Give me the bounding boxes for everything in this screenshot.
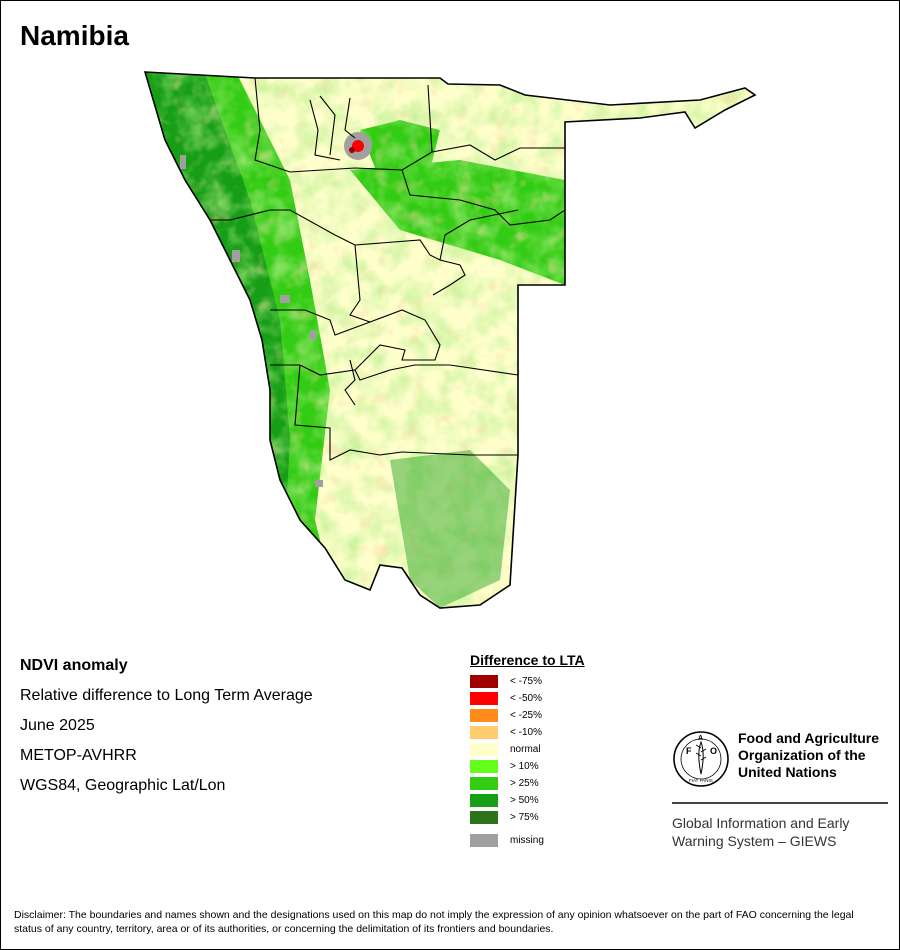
legend-label: > 25% (510, 778, 539, 789)
legend-label: > 10% (510, 761, 539, 772)
legend-item: > 75% (470, 809, 585, 826)
legend-label-missing: missing (510, 835, 544, 846)
legend-swatch-missing (470, 834, 498, 847)
legend-swatch (470, 760, 498, 773)
legend-swatch (470, 726, 498, 739)
legend-label: < -75% (510, 676, 542, 687)
legend-label: < -10% (510, 727, 542, 738)
emblem-letter-o: O (710, 746, 717, 756)
legend-title: Difference to LTA (470, 652, 585, 668)
fao-emblem-icon: F A O FIAT PANIS (673, 731, 729, 787)
legend-item: < -25% (470, 707, 585, 724)
map-info-block: NDVI anomaly Relative difference to Long… (20, 656, 313, 806)
legend-swatch (470, 743, 498, 756)
emblem-letter-f: F (686, 746, 692, 756)
region-boundaries (210, 77, 566, 461)
legend-item: > 50% (470, 792, 585, 809)
legend-items: < -75% < -50% < -25% < -10% normal > 10% > 25%… (470, 673, 585, 826)
legend-label: < -50% (510, 693, 542, 704)
legend-swatch (470, 675, 498, 688)
projection-info: WGS84, Geographic Lat/Lon (20, 777, 226, 794)
map-legend: Difference to LTA < -75% < -50% < -25% < -1… (470, 652, 585, 849)
legend-item: normal (470, 741, 585, 758)
legend-label: < -25% (510, 710, 542, 721)
product-description: Relative difference to Long Term Average (20, 687, 313, 704)
legend-swatch (470, 777, 498, 790)
legend-item: < -75% (470, 673, 585, 690)
legend-item: > 10% (470, 758, 585, 775)
emblem-letter-a: A (698, 735, 703, 742)
disclaimer-text: Disclaimer: The boundaries and names sho… (14, 909, 854, 935)
legend-label: > 75% (510, 812, 539, 823)
legend-swatch (470, 692, 498, 705)
emblem-motto: FIAT PANIS (689, 778, 713, 783)
product-title: NDVI anomaly (20, 657, 128, 674)
anomaly-raster (145, 72, 755, 608)
legend-item: < -50% (470, 690, 585, 707)
legend-label: > 50% (510, 795, 539, 806)
fao-branding: F A O FIAT PANIS Food and Agriculture Or… (672, 730, 888, 850)
giews-name: Global Information and Early Warning Sys… (672, 815, 850, 849)
legend-item-missing: missing (470, 832, 585, 849)
legend-swatch (470, 811, 498, 824)
branding-divider (672, 802, 888, 804)
legend-label: normal (510, 744, 541, 755)
legend-swatch (470, 709, 498, 722)
legend-item: > 25% (470, 775, 585, 792)
ndvi-anomaly-map (144, 71, 756, 609)
legend-swatch (470, 794, 498, 807)
legend-item: < -10% (470, 724, 585, 741)
map-title: Namibia (20, 20, 129, 51)
sensor-name: METOP-AVHRR (20, 747, 137, 764)
country-map (140, 60, 770, 620)
time-period: June 2025 (20, 717, 95, 734)
organization-name: Food and Agriculture Organization of the… (738, 730, 880, 780)
